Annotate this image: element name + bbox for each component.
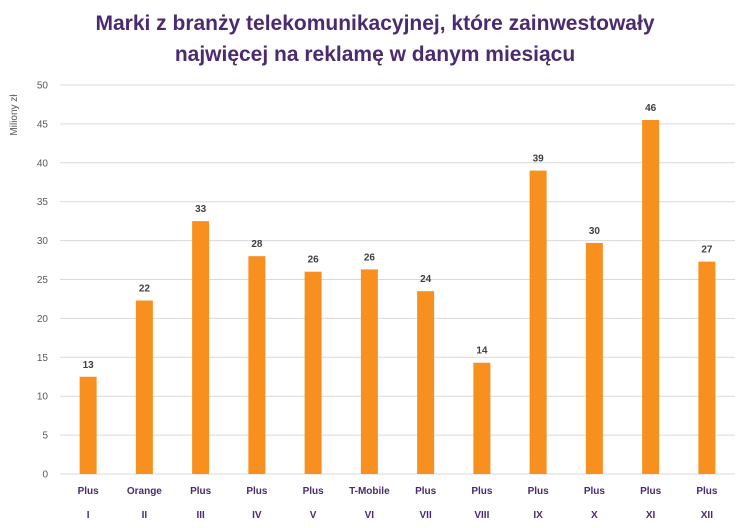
bar-II (135, 300, 153, 474)
gridlines (60, 84, 735, 475)
y-tick-label: 20 (37, 314, 49, 325)
data-label: 13 (83, 360, 95, 371)
data-label: 27 (701, 245, 713, 256)
y-tick-label: 15 (37, 353, 49, 364)
data-label: 28 (251, 239, 263, 250)
data-label: 46 (645, 103, 657, 114)
bars (79, 120, 716, 474)
y-tick-label: 30 (37, 236, 49, 247)
month-label: II (142, 510, 148, 521)
chart-title: Marki z branży telekomunikacyjnej, które… (0, 8, 750, 70)
y-tick-label: 45 (37, 119, 49, 130)
y-tick-label: 40 (37, 158, 49, 169)
bar-XII (698, 261, 716, 474)
data-label: 39 (533, 154, 545, 165)
brand-label: Plus (584, 486, 606, 497)
bar-III (192, 221, 210, 474)
month-label: X (591, 510, 598, 521)
bar-VIII (473, 362, 491, 474)
month-labels: I II III IV V VI VII VIII IX X XI XII (87, 510, 713, 521)
y-tick-label: 5 (42, 431, 48, 442)
brand-label: Plus (190, 486, 212, 497)
bar-V (304, 271, 322, 474)
data-label: 24 (420, 274, 432, 285)
bar-XI (642, 120, 660, 474)
brand-labels: Plus Orange Plus Plus Plus T-Mobile Plus Plus Pl… (78, 486, 718, 497)
y-tick-label: 25 (37, 275, 49, 286)
bar-VI (360, 269, 378, 474)
y-axis-ticks: 0 5 10 15 20 25 30 35 40 45 50 (37, 81, 49, 481)
month-label: VII (420, 510, 432, 521)
y-tick-label: 35 (37, 197, 49, 208)
bar-IX (529, 170, 547, 474)
data-label: 22 (139, 284, 151, 295)
bar-X (585, 242, 603, 474)
y-axis-label: Miliony zł (9, 94, 20, 136)
brand-label: Plus (640, 486, 662, 497)
brand-label: Plus (528, 486, 550, 497)
data-label: 14 (476, 346, 488, 357)
brand-label: Plus (246, 486, 268, 497)
brand-label: T-Mobile (349, 486, 390, 497)
brand-label: Plus (471, 486, 493, 497)
month-label: XI (646, 510, 656, 521)
data-label: 30 (589, 226, 601, 237)
data-labels: 13 22 33 28 26 26 24 14 39 30 46 27 (83, 103, 713, 371)
bar-I (79, 376, 97, 474)
month-label: IX (533, 510, 543, 521)
bar-IV (248, 256, 266, 474)
month-label: IV (252, 510, 262, 521)
brand-label: Plus (303, 486, 325, 497)
month-label: III (196, 510, 205, 521)
bar-VII (417, 291, 435, 474)
month-label: V (310, 510, 317, 521)
month-label: I (87, 510, 90, 521)
y-tick-label: 0 (42, 470, 48, 481)
brand-label: Plus (696, 486, 718, 497)
y-tick-label: 50 (37, 81, 49, 92)
brand-label: Orange (127, 486, 162, 497)
brand-label: Plus (415, 486, 437, 497)
chart-title-line-1: Marki z branży telekomunikacyjnej, które… (95, 12, 655, 35)
data-label: 33 (195, 204, 207, 215)
data-label: 26 (364, 252, 376, 263)
month-label: VIII (474, 510, 489, 521)
month-label: XII (701, 510, 713, 521)
brand-label: Plus (78, 486, 100, 497)
chart-title-line-2: najwięcej na reklamę w danym miesiącu (174, 43, 576, 66)
y-tick-label: 10 (37, 392, 49, 403)
data-label: 26 (308, 255, 320, 266)
month-label: VI (365, 510, 375, 521)
